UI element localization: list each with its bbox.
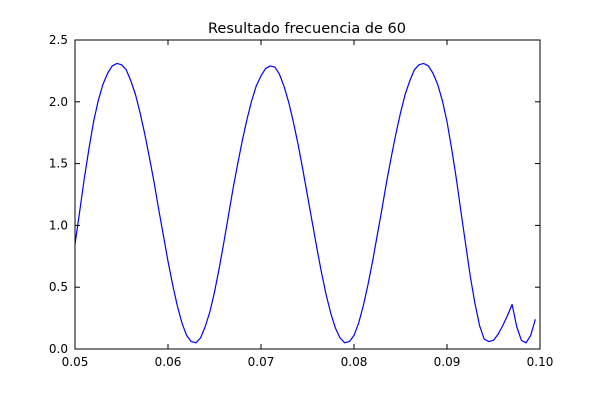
y-tick-label: 2.5	[49, 33, 68, 47]
plot-area	[74, 62, 536, 344]
y-tick-label: 1.0	[49, 218, 68, 232]
x-tick-label: 0.10	[527, 355, 554, 369]
x-tick-label: 0.05	[62, 355, 89, 369]
y-tick-label: 0.5	[49, 280, 68, 294]
x-tick-label: 0.09	[434, 355, 461, 369]
series-line-0	[74, 62, 536, 344]
x-tick-label: 0.06	[155, 355, 182, 369]
axes-frame	[74, 39, 541, 350]
chart-title: Resultado frecuencia de 60	[208, 21, 406, 37]
axis-ticks: 0.05 0.06 0.07 0.08 0.09 0.10 0.0 0.5 1.0 1.5 2.0 2…	[49, 33, 553, 369]
y-tick-label: 1.5	[49, 157, 68, 171]
y-tick-label: 0.0	[49, 342, 68, 356]
x-tick-label: 0.07	[248, 355, 275, 369]
x-tick-label: 0.08	[341, 355, 368, 369]
y-tick-label: 2.0	[49, 95, 68, 109]
